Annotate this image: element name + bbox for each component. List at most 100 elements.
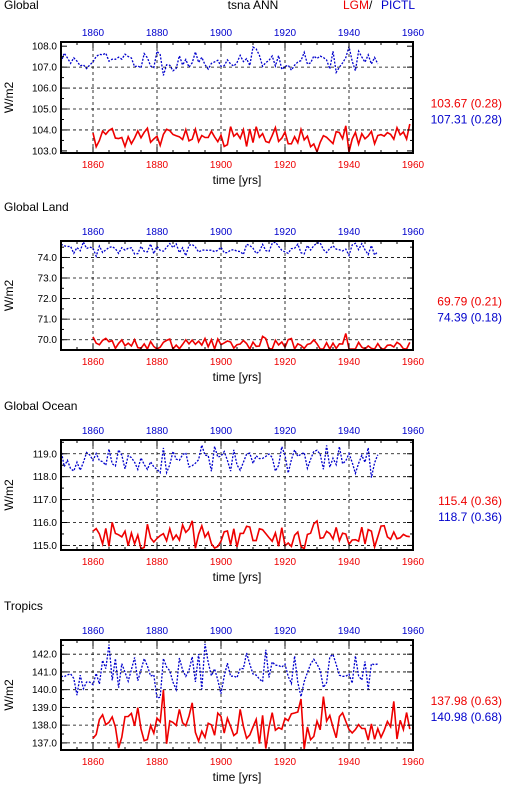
x-tick-label-bottom: 1920 <box>274 357 297 368</box>
x-tick-label-bottom: 1960 <box>402 557 425 568</box>
x-tick-label-bottom: 1940 <box>338 557 361 568</box>
series-line-lgm <box>92 123 411 155</box>
y-tick-label: 72.0 <box>38 294 58 305</box>
x-tick-label-bottom: 1940 <box>338 357 361 368</box>
x-tick-label-bottom: 1960 <box>402 357 425 368</box>
x-tick-label-top: 1960 <box>402 227 425 238</box>
y-tick-label: 73.0 <box>38 274 58 285</box>
x-axis-title: time [yrs] <box>213 770 262 784</box>
y-tick-label: 138.0 <box>32 721 57 732</box>
x-tick-label-bottom: 1920 <box>274 757 297 768</box>
y-tick-label: 103.0 <box>32 146 57 157</box>
x-tick-label-bottom: 1880 <box>146 757 169 768</box>
figure-header: Global tsna ANN LGM / PICTL <box>4 0 415 12</box>
x-axis-title: time [yrs] <box>213 370 262 384</box>
x-tick-label-top: 1880 <box>146 227 169 238</box>
series-line-lgm <box>92 333 411 352</box>
x-tick-label-bottom: 1940 <box>338 160 361 171</box>
x-tick-label-top: 1940 <box>338 626 361 637</box>
legend-lgm-label: LGM <box>343 0 369 12</box>
x-tick-label-top: 1860 <box>82 227 105 238</box>
header-variable-title: tsna ANN <box>228 0 279 12</box>
x-tick-label-bottom: 1960 <box>402 757 425 768</box>
stat-pictl: 74.39 (0.18) <box>437 311 502 325</box>
x-tick-label-bottom: 1860 <box>82 357 105 368</box>
stat-lgm: 69.79 (0.21) <box>437 295 502 309</box>
panel-title: Tropics <box>4 599 43 613</box>
y-axis-title: W/m2 <box>2 82 16 114</box>
legend-pictl-label: PICTL <box>381 0 415 12</box>
y-tick-label: 116.0 <box>33 518 58 529</box>
x-tick-label-bottom: 1860 <box>82 160 105 171</box>
x-tick-label-top: 1900 <box>210 426 233 437</box>
y-tick-label: 107.0 <box>32 63 57 74</box>
stat-pictl: 140.98 (0.68) <box>431 710 502 724</box>
y-tick-label: 117.0 <box>33 495 58 506</box>
series-line-lgm <box>92 519 410 551</box>
panel-1: 103.0 104.0 105.0 106.0 107.0 108.0 1860 1880 19… <box>2 28 502 187</box>
y-tick-label: 137.0 <box>32 738 57 749</box>
x-tick-label-top: 1920 <box>274 227 297 238</box>
stat-lgm: 137.98 (0.63) <box>431 694 502 708</box>
y-axis-title: W/m2 <box>2 280 16 312</box>
x-tick-label-top: 1920 <box>274 28 297 39</box>
x-tick-label-bottom: 1880 <box>146 557 169 568</box>
y-tick-label: 105.0 <box>32 105 57 116</box>
stat-pictl: 107.31 (0.28) <box>431 113 502 127</box>
x-tick-label-top: 1880 <box>146 28 169 39</box>
x-tick-label-bottom: 1900 <box>210 357 233 368</box>
y-tick-label: 108.0 <box>32 42 57 53</box>
x-tick-label-top: 1960 <box>402 626 425 637</box>
y-tick-label: 71.0 <box>38 315 58 326</box>
x-tick-label-top: 1860 <box>82 28 105 39</box>
x-tick-label-top: 1900 <box>210 28 233 39</box>
x-tick-label-bottom: 1900 <box>210 557 233 568</box>
y-tick-label: 106.0 <box>32 84 57 95</box>
x-tick-label-top: 1880 <box>146 426 169 437</box>
x-tick-label-top: 1860 <box>82 426 105 437</box>
y-tick-label: 115.0 <box>33 541 58 552</box>
y-tick-label: 142.0 <box>32 650 57 661</box>
x-tick-label-top: 1900 <box>210 227 233 238</box>
y-tick-label: 119.0 <box>33 449 58 460</box>
series-line-pictl <box>60 240 379 259</box>
y-tick-label: 140.0 <box>32 685 57 696</box>
panel-3: Global Ocean 115.0 116.0 117.0 118.0 119.0 186… <box>2 399 502 584</box>
x-tick-label-bottom: 1880 <box>146 160 169 171</box>
x-tick-label-bottom: 1940 <box>338 757 361 768</box>
y-tick-label: 74.0 <box>38 253 58 264</box>
x-tick-label-top: 1940 <box>338 227 361 238</box>
stat-lgm: 103.67 (0.28) <box>431 97 502 111</box>
stat-lgm: 115.4 (0.36) <box>438 494 502 508</box>
x-tick-label-bottom: 1900 <box>210 757 233 768</box>
x-tick-label-top: 1940 <box>338 28 361 39</box>
x-tick-label-bottom: 1880 <box>146 357 169 368</box>
y-axis-title: W/m2 <box>2 479 16 511</box>
panel-title: Global Ocean <box>4 399 77 413</box>
header-title-left: Global <box>4 0 39 12</box>
stat-pictl: 118.7 (0.36) <box>438 510 502 524</box>
series-line-lgm <box>92 689 411 750</box>
y-tick-label: 70.0 <box>38 335 58 346</box>
y-tick-label: 141.0 <box>32 667 57 678</box>
y-tick-label: 118.0 <box>33 472 58 483</box>
x-tick-label-top: 1960 <box>402 28 425 39</box>
x-tick-label-top: 1880 <box>146 626 169 637</box>
panel-4: Tropics 137.0 138.0 139.0 140.0 141.0 142.0 186… <box>2 599 502 784</box>
x-tick-label-top: 1960 <box>402 426 425 437</box>
series-line-pictl <box>60 46 379 76</box>
x-tick-label-top: 1900 <box>210 626 233 637</box>
panel-title: Global Land <box>4 200 69 214</box>
x-tick-label-top: 1920 <box>274 626 297 637</box>
x-axis-title: time [yrs] <box>213 570 262 584</box>
x-tick-label-top: 1940 <box>338 426 361 437</box>
y-tick-label: 104.0 <box>32 125 57 136</box>
y-tick-label: 139.0 <box>32 703 57 714</box>
x-axis-title: time [yrs] <box>213 173 262 187</box>
chart-panels: 103.0 104.0 105.0 106.0 107.0 108.0 1860 1880 19… <box>2 28 502 784</box>
x-tick-label-bottom: 1900 <box>210 160 233 171</box>
x-tick-label-top: 1920 <box>274 426 297 437</box>
x-tick-label-bottom: 1920 <box>274 160 297 171</box>
series-line-pictl <box>60 643 378 699</box>
